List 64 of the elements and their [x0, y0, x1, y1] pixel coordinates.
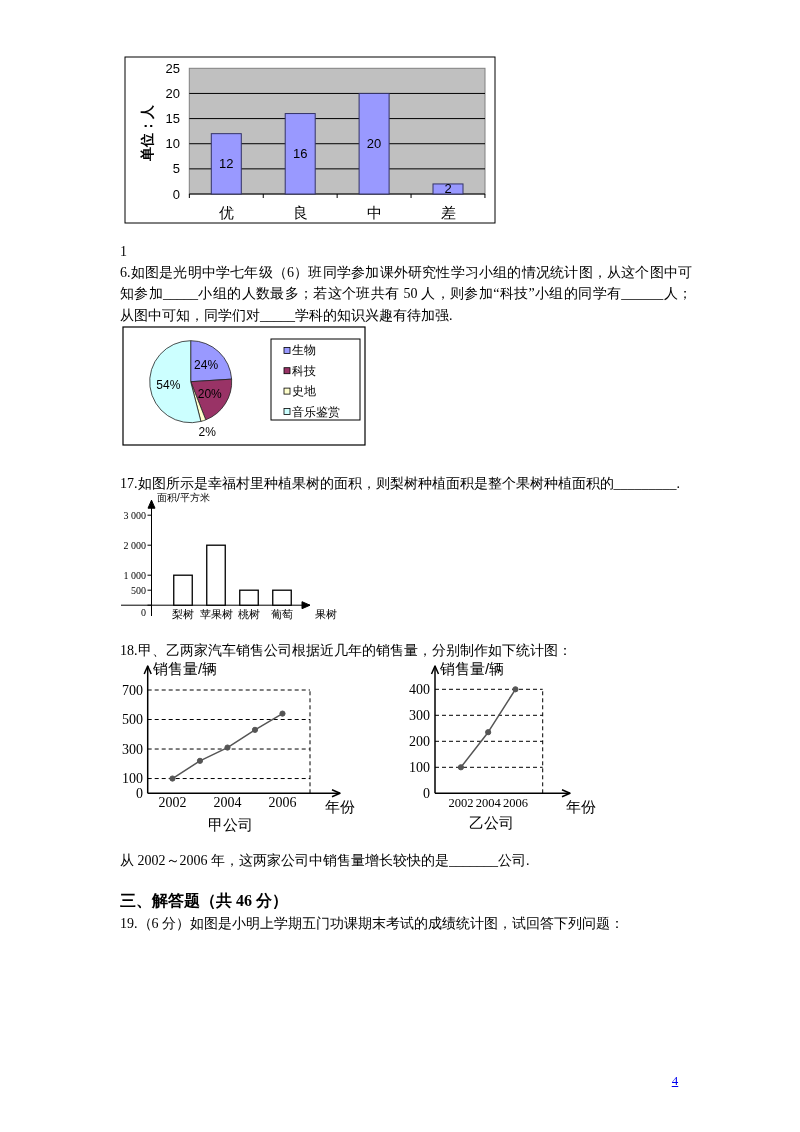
- text: 乙公司: [468, 813, 514, 833]
- legend-label: 音乐鉴赏: [292, 404, 340, 419]
- legend-label: 生物: [292, 343, 316, 358]
- y-tick-label: 100: [122, 771, 143, 787]
- text: 18.甲、乙两家汽车销售公司根据近几年的销售量，分别制作如下统计图：: [120, 642, 572, 661]
- y-tick-label: 2 000: [123, 539, 146, 551]
- legend-label: 史地: [292, 384, 316, 399]
- x-tick-label: 2004: [213, 795, 242, 811]
- y-tick-label: 700: [122, 682, 143, 698]
- y-tick-label: 0: [136, 785, 143, 801]
- x-tick-label: 2006: [268, 795, 297, 811]
- x-tick-label: 2004: [475, 795, 502, 810]
- y-tick-label: 0: [423, 785, 430, 801]
- x-tick-label: 良: [292, 204, 308, 222]
- y-tick-label: 500: [131, 584, 146, 596]
- y-axis-title: 单位：人: [138, 104, 155, 163]
- x-axis-title: 年份: [566, 798, 596, 816]
- data-label: 20%: [197, 386, 223, 401]
- x-tick-label: 葡萄: [271, 607, 293, 620]
- x-tick-label: 梨树: [172, 607, 194, 620]
- x-tick-label: 2002: [448, 795, 474, 810]
- y-tick-label: 5: [172, 161, 180, 177]
- y-tick-label: 15: [165, 111, 180, 127]
- text: 6.如图是光明中学七年级（6）班同学参加课外研究性学习小组的情况统计图，从这个图中可知参加_____小组的人数最多；若这个班共有 50 人，则参加“科技”小组的同学有______人；从图中可知，同学们对_____学科的知识兴趣有待加强.: [120, 263, 692, 325]
- y-axis-title: 销售量/辆: [439, 659, 505, 677]
- y-tick-label: 25: [165, 60, 180, 76]
- y-axis-title: 销售量/辆: [152, 659, 218, 677]
- y-tick-label: 10: [165, 136, 180, 152]
- x-tick-label: 差: [440, 204, 456, 222]
- text: 19.（6 分）如图是小明上学期五门功课期末考试的成绩统计图，试回答下列问题：: [120, 914, 624, 933]
- text: 甲公司: [207, 815, 253, 835]
- y-tick-label: 300: [409, 707, 430, 723]
- legend-label: 科技: [292, 363, 316, 378]
- x-tick-label: 苹果树: [199, 607, 233, 620]
- y-tick-label: 400: [409, 681, 430, 697]
- x-tick-label: 桃树: [238, 607, 260, 620]
- text: 4: [671, 1072, 679, 1090]
- y-tick-label: 20: [165, 85, 180, 101]
- text: 三、解答题（共 46 分）: [120, 891, 288, 911]
- x-axis-title: 果树: [315, 608, 337, 620]
- x-tick-label: 2006: [502, 795, 528, 810]
- data-label: 12: [219, 156, 234, 172]
- y-tick-label: 300: [122, 741, 143, 757]
- text: 1: [120, 242, 127, 261]
- y-tick-label: 500: [122, 712, 143, 728]
- x-tick-label: 中: [366, 204, 382, 222]
- x-tick-label: 2002: [158, 795, 187, 811]
- y-tick-label: 1 000: [123, 569, 146, 581]
- data-label: 16: [292, 146, 308, 162]
- y-tick-label: 200: [409, 733, 430, 749]
- data-label: 24%: [194, 358, 219, 373]
- text: 从 2002～2006 年，这两家公司中销售量增长较快的是_______公司.: [120, 851, 530, 870]
- y-tick-label: 3 000: [123, 509, 146, 521]
- y-tick-label: 0: [141, 606, 146, 618]
- y-tick-label: 100: [409, 759, 430, 775]
- data-label: 2: [444, 181, 452, 197]
- data-label: 54%: [156, 377, 181, 392]
- x-axis-title: 年份: [325, 798, 355, 816]
- data-label: 20: [366, 136, 382, 152]
- x-tick-label: 优: [218, 204, 234, 222]
- text: 17.如图所示是幸福村里种植果树的面积，则梨树种植面积是整个果树种植面积的_________.: [120, 474, 680, 492]
- y-axis-title: 面积/平方米: [157, 492, 210, 504]
- y-tick-label: 0: [172, 186, 180, 202]
- data-label: 2%: [198, 425, 217, 440]
